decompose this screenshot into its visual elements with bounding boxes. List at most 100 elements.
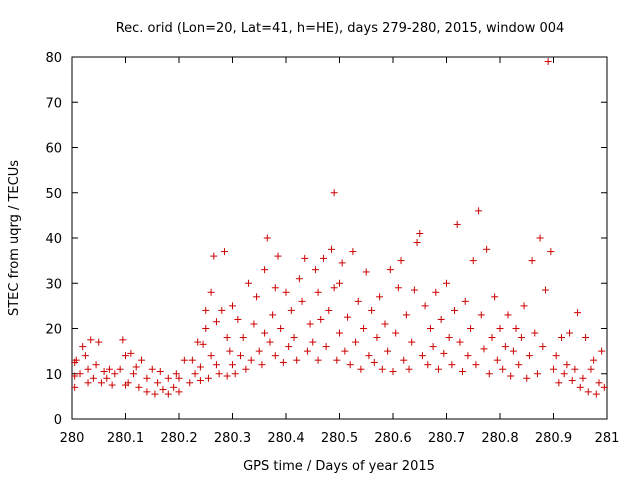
data-point (544, 58, 552, 66)
data-points (71, 58, 608, 398)
data-point (459, 367, 467, 375)
data-point (175, 374, 183, 382)
data-point (469, 257, 477, 265)
data-point (370, 358, 378, 366)
data-point (301, 254, 309, 262)
data-point (156, 367, 164, 375)
data-point (255, 347, 263, 355)
data-point (319, 254, 327, 262)
data-point (472, 361, 480, 369)
x-tick-label: 280.2 (160, 431, 197, 446)
data-point (303, 347, 311, 355)
data-point (552, 352, 560, 360)
data-point (354, 297, 362, 305)
data-point (306, 320, 314, 328)
data-point (71, 372, 79, 380)
data-point (164, 374, 172, 382)
data-point (595, 379, 603, 387)
data-point (475, 207, 483, 215)
data-point (223, 372, 231, 380)
data-point (566, 329, 574, 337)
data-point (322, 343, 330, 351)
data-point (266, 338, 274, 346)
data-point (151, 390, 159, 398)
x-tick-label: 280.9 (535, 431, 572, 446)
y-tick-label: 80 (45, 51, 62, 66)
data-point (250, 320, 258, 328)
data-point (456, 338, 464, 346)
data-point (81, 352, 89, 360)
data-point (124, 379, 132, 387)
data-point (448, 361, 456, 369)
data-point (196, 363, 204, 371)
data-point (271, 284, 279, 292)
y-tick-label: 60 (45, 142, 62, 157)
data-point (483, 245, 491, 253)
data-point (212, 361, 220, 369)
data-point (311, 266, 319, 274)
data-point (196, 377, 204, 385)
data-point (477, 311, 485, 319)
data-point (445, 334, 453, 342)
data-point (480, 345, 488, 353)
data-point (560, 370, 568, 378)
data-point (373, 334, 381, 342)
y-tick-label: 70 (45, 96, 62, 111)
x-axis-label: GPS time / Days of year 2015 (243, 459, 435, 474)
data-point (336, 279, 343, 287)
data-point (533, 370, 541, 378)
data-point (582, 334, 590, 342)
x-tick-label: 280.4 (267, 431, 304, 446)
x-tick-label: 280.5 (321, 431, 358, 446)
data-point (434, 365, 442, 373)
x-axis: 280 280.1 280.2 280.3 280.4 280.5 280.6 280.7 28… (60, 57, 619, 446)
data-point (467, 325, 475, 332)
data-point (574, 309, 582, 317)
data-point (550, 365, 557, 373)
data-point (180, 356, 188, 364)
data-point (269, 311, 277, 319)
data-point (333, 356, 341, 364)
data-point (116, 365, 124, 373)
data-point (408, 338, 416, 346)
data-point (127, 349, 135, 357)
data-point (338, 259, 346, 267)
data-point (381, 320, 389, 328)
data-point (576, 383, 584, 391)
data-point (509, 347, 517, 355)
data-point (352, 338, 360, 346)
x-tick-label: 280 (60, 431, 85, 446)
data-point (108, 381, 116, 389)
data-point (207, 352, 215, 360)
data-point (223, 334, 231, 342)
data-point (443, 279, 450, 287)
y-axis: 0 10 20 30 40 50 60 70 80 (45, 51, 607, 428)
data-point (496, 325, 504, 332)
data-point (558, 334, 566, 342)
data-point (282, 288, 290, 296)
data-point (215, 370, 223, 378)
data-point (528, 257, 536, 265)
data-point (87, 336, 95, 344)
data-point (159, 386, 167, 394)
data-point (517, 334, 525, 342)
data-point (531, 329, 539, 337)
data-point (504, 311, 512, 319)
data-point (365, 352, 373, 360)
data-point (277, 325, 285, 332)
data-point (493, 356, 501, 364)
data-point (229, 361, 236, 369)
data-point (491, 293, 499, 301)
data-point (344, 313, 352, 321)
data-point (138, 356, 146, 364)
data-point (76, 370, 84, 378)
data-point (290, 334, 298, 342)
data-point (499, 365, 507, 373)
data-point (394, 284, 402, 292)
data-point (210, 252, 218, 260)
data-point (234, 315, 242, 323)
data-point (231, 370, 239, 378)
data-point (541, 286, 549, 294)
data-point (212, 318, 220, 326)
